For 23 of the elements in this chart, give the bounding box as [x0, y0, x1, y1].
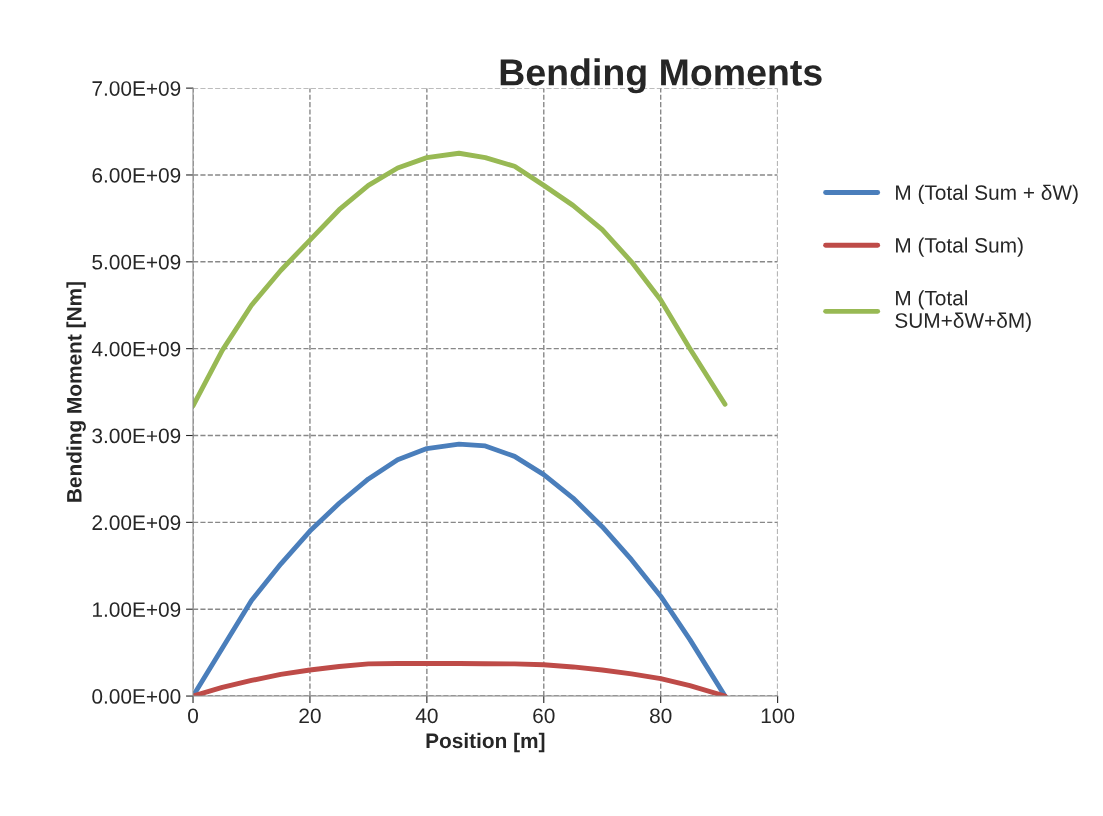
- legend-label: M (Total SUM+δW+δM): [895, 290, 1031, 333]
- y-tick-label: 7.00E+09: [92, 81, 181, 96]
- y-axis-title: Bending Moment [Nm]: [66, 282, 86, 502]
- y-tick-label: 4.00E+09: [91, 341, 181, 357]
- y-tick-label: 5.00E+09: [92, 254, 181, 270]
- x-tick-label: 20: [299, 708, 321, 724]
- line-series: [193, 441, 728, 697]
- y-tick-label: 3.00E+09: [92, 428, 181, 444]
- y-tick-label: 6.00E+09: [92, 167, 181, 183]
- x-tick-label: 0: [188, 708, 198, 724]
- legend-label: M (Total Sum): [896, 237, 1023, 257]
- chart-title: Bending Moments: [500, 58, 822, 94]
- line-series: [193, 661, 728, 697]
- x-tick-label: 80: [650, 708, 672, 724]
- y-tick-label: 0.00E+00: [92, 689, 181, 704]
- legend-label: M (Total Sum + δW): [896, 184, 1078, 205]
- line-series: [193, 150, 728, 409]
- y-tick-label: 1.00E+09: [93, 602, 181, 617]
- y-tick-label: 2.00E+09: [92, 515, 181, 531]
- x-axis-title: Position [m]: [426, 732, 545, 753]
- x-tick-label: 60: [533, 708, 555, 724]
- x-tick-label: 100: [761, 708, 795, 724]
- x-tick-label: 40: [415, 708, 438, 724]
